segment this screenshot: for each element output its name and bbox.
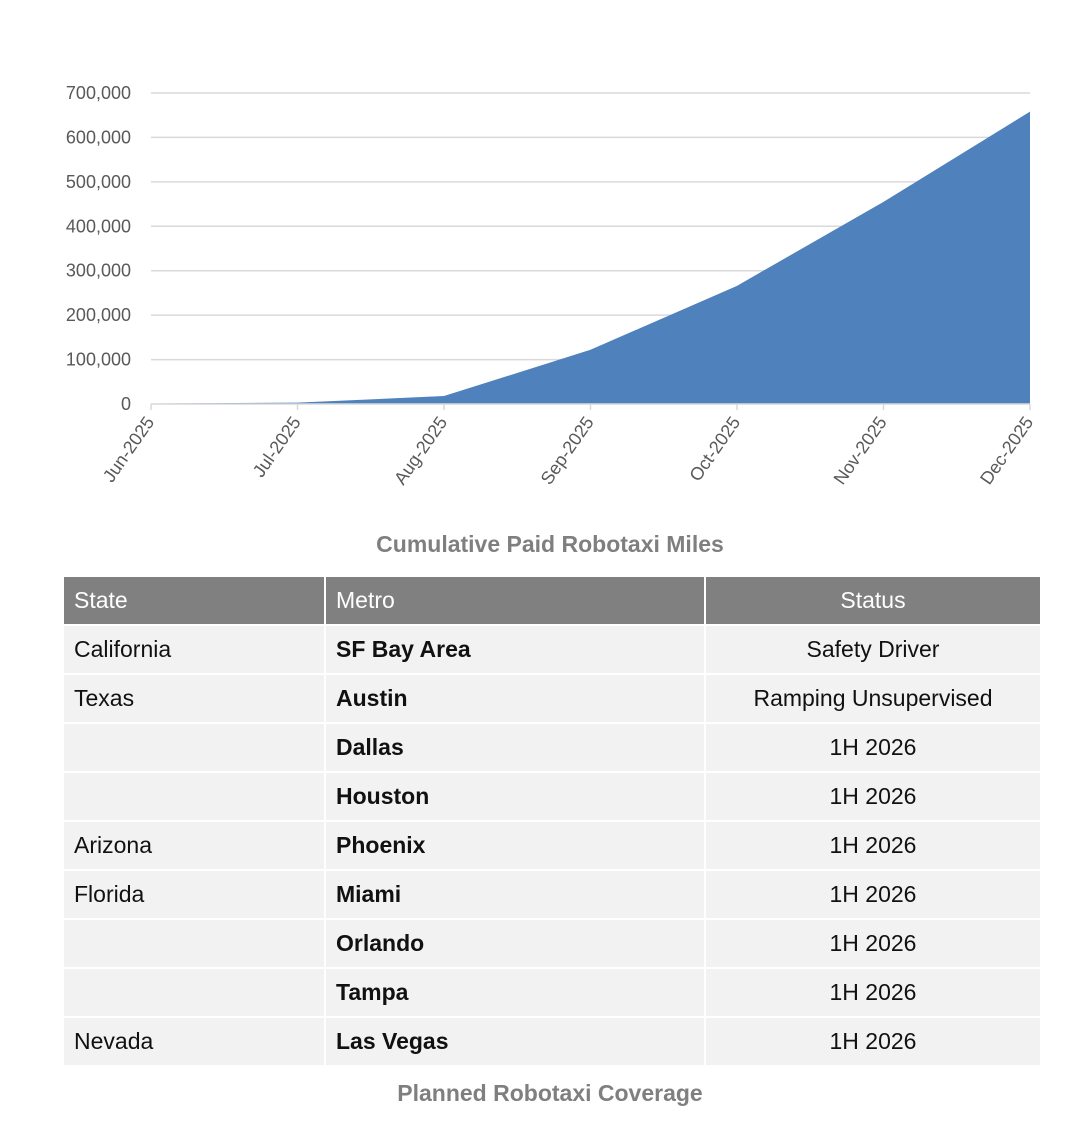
cell-status: Ramping Unsupervised <box>704 673 1042 724</box>
header-state: State <box>62 575 326 626</box>
table-row: Tampa 1H 2026 <box>62 967 1042 1018</box>
y-tick-label: 100,000 <box>66 350 131 370</box>
cell-metro: Houston <box>324 771 706 822</box>
table-row: Dallas 1H 2026 <box>62 722 1042 773</box>
x-tick-label: Sep-2025 <box>537 413 598 488</box>
cell-metro: Dallas <box>324 722 706 773</box>
cell-state <box>62 771 326 822</box>
header-status: Status <box>704 575 1042 626</box>
y-tick-label: 200,000 <box>66 305 131 325</box>
area-chart: 0 100,000 200,000 300,000 400,000 500,000 600,… <box>66 83 1037 488</box>
table-row: Florida Miami 1H 2026 <box>62 869 1042 920</box>
x-tick-label: Oct-2025 <box>685 413 744 485</box>
table-header-row: State Metro Status <box>62 575 1042 626</box>
cell-state <box>62 967 326 1018</box>
cell-metro: Austin <box>324 673 706 724</box>
y-tick-label: 300,000 <box>66 261 131 281</box>
header-metro: Metro <box>324 575 706 626</box>
table-row: California SF Bay Area Safety Driver <box>62 624 1042 675</box>
x-tick-label: Aug-2025 <box>390 413 451 488</box>
cell-status: 1H 2026 <box>704 820 1042 871</box>
y-tick-label: 700,000 <box>66 83 131 103</box>
cell-state: Florida <box>62 869 326 920</box>
cell-status: Safety Driver <box>704 624 1042 675</box>
cell-metro: Phoenix <box>324 820 706 871</box>
y-tick-label: 600,000 <box>66 127 131 147</box>
cell-status: 1H 2026 <box>704 1016 1042 1067</box>
cell-status: 1H 2026 <box>704 722 1042 773</box>
area-series <box>151 111 1030 404</box>
cell-metro: Miami <box>324 869 706 920</box>
table-row: Orlando 1H 2026 <box>62 918 1042 969</box>
cell-state: California <box>62 624 326 675</box>
table-row: Houston 1H 2026 <box>62 771 1042 822</box>
cell-status: 1H 2026 <box>704 869 1042 920</box>
table-row: Arizona Phoenix 1H 2026 <box>62 820 1042 871</box>
y-tick-label: 500,000 <box>66 172 131 192</box>
x-tick-label: Nov-2025 <box>830 413 891 488</box>
x-tick-label: Dec-2025 <box>976 413 1037 488</box>
cell-metro: Tampa <box>324 967 706 1018</box>
cell-state <box>62 722 326 773</box>
y-tick-label: 400,000 <box>66 216 131 236</box>
table-row: Nevada Las Vegas 1H 2026 <box>62 1016 1042 1067</box>
cell-state: Arizona <box>62 820 326 871</box>
cell-status: 1H 2026 <box>704 967 1042 1018</box>
x-tick-label: Jun-2025 <box>99 413 158 486</box>
table-row: Texas Austin Ramping Unsupervised <box>62 673 1042 724</box>
cell-state: Texas <box>62 673 326 724</box>
cell-state: Nevada <box>62 1016 326 1067</box>
table-title: Planned Robotaxi Coverage <box>397 1080 703 1106</box>
y-tick-label: 0 <box>121 394 131 414</box>
cell-status: 1H 2026 <box>704 771 1042 822</box>
chart-title: Cumulative Paid Robotaxi Miles <box>376 531 724 557</box>
coverage-table: State Metro Status California SF Bay Area… <box>62 575 1042 1067</box>
x-tick-label: Jul-2025 <box>249 413 305 481</box>
cell-status: 1H 2026 <box>704 918 1042 969</box>
cell-metro: Orlando <box>324 918 706 969</box>
cell-state <box>62 918 326 969</box>
cell-metro: Las Vegas <box>324 1016 706 1067</box>
cell-metro: SF Bay Area <box>324 624 706 675</box>
